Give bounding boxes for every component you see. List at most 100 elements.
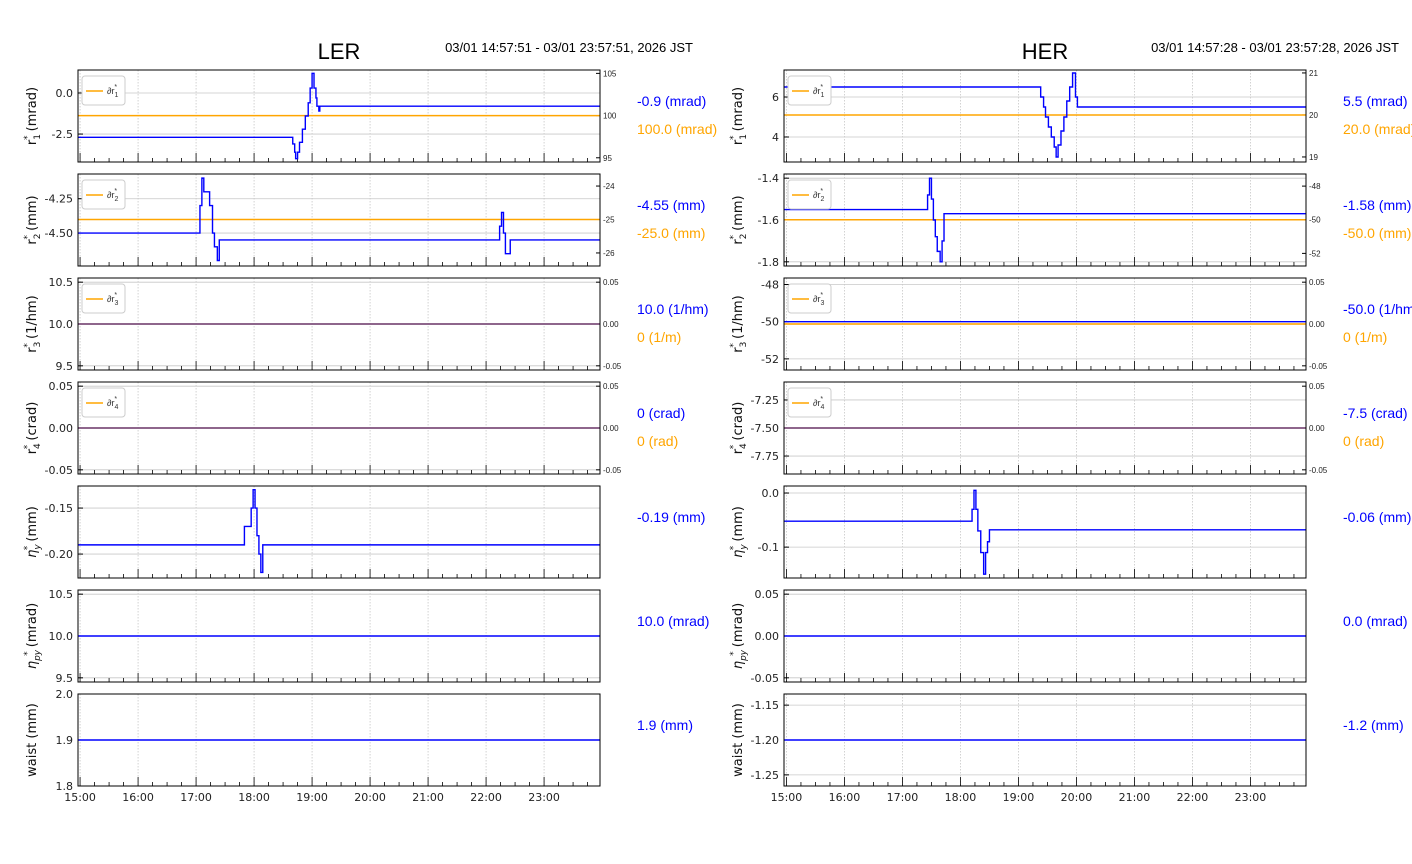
y-axis-label: r2* (mm) bbox=[23, 195, 43, 244]
plot-frame bbox=[783, 277, 1307, 371]
legend-label: ∂r1* bbox=[813, 84, 824, 99]
y-tick-label: -4.25 bbox=[45, 193, 73, 206]
legend: ∂r4* bbox=[81, 387, 126, 418]
series-line bbox=[78, 488, 600, 574]
plot-frame bbox=[783, 381, 1307, 475]
legend: ∂r1* bbox=[787, 75, 832, 106]
legend-label: ∂r3* bbox=[813, 292, 824, 307]
y-tick-label: 0.05 bbox=[755, 588, 780, 601]
y2-tick-label: -25 bbox=[603, 215, 615, 224]
y-axis-label: r4* (crad) bbox=[729, 402, 749, 455]
x-tick-label: 19:00 bbox=[296, 791, 328, 804]
y-tick-label: 6 bbox=[772, 91, 779, 104]
y-tick-label: -1.8 bbox=[758, 256, 779, 269]
y-axis-label: r3* (1/hm) bbox=[729, 295, 749, 352]
legend-label: ∂r4* bbox=[107, 396, 118, 411]
current-value: 5.5 (mrad) bbox=[1343, 93, 1408, 109]
x-tick-label: 15:00 bbox=[771, 791, 803, 804]
y-tick-label: 10.5 bbox=[49, 588, 74, 601]
y2-tick-label: -0.05 bbox=[603, 362, 622, 371]
y2-tick-label: 0.05 bbox=[1309, 278, 1325, 287]
plot-frame bbox=[783, 589, 1307, 683]
x-tick-label: 20:00 bbox=[354, 791, 386, 804]
current-value: -50.0 (1/hm) bbox=[1343, 301, 1412, 317]
x-tick-label: 23:00 bbox=[528, 791, 560, 804]
x-tick-label: 19:00 bbox=[1003, 791, 1035, 804]
current-value: -4.55 (mm) bbox=[637, 197, 705, 213]
y-tick-label: -1.25 bbox=[751, 769, 779, 782]
panel: 0.0 -2.5 105 100 95 ∂r1* r1* (mrad) -0.9 (mrad)… bbox=[23, 69, 717, 162]
legend-box bbox=[81, 387, 126, 418]
plot-frame bbox=[77, 277, 601, 371]
plot-frame bbox=[77, 485, 601, 579]
y2-tick-label: 0.00 bbox=[603, 320, 619, 329]
legend: ∂r3* bbox=[81, 283, 126, 314]
x-tick-label: 18:00 bbox=[945, 791, 977, 804]
y-tick-label: -2.5 bbox=[52, 128, 73, 141]
current-value: 10.0 (1/hm) bbox=[637, 301, 709, 317]
y-axis-label: ηy* (mm) bbox=[23, 506, 43, 558]
current-value: 10.0 (mrad) bbox=[637, 613, 709, 629]
y-tick-label: -7.50 bbox=[751, 422, 779, 435]
reference-value: 0 (1/m) bbox=[637, 329, 681, 345]
plot-frame bbox=[783, 173, 1307, 267]
reference-value: 0 (rad) bbox=[1343, 433, 1384, 449]
y2-tick-label: 0.05 bbox=[1309, 382, 1325, 391]
y2-tick-label: -26 bbox=[603, 249, 615, 258]
reference-value: 100.0 (mrad) bbox=[637, 121, 717, 137]
current-value: -1.2 (mm) bbox=[1343, 717, 1404, 733]
panel: -1.15 -1.20 -1.25 waist (mm) -1.2 (mm) 15:00 1… bbox=[731, 693, 1404, 804]
y2-tick-label: 0.00 bbox=[603, 424, 619, 433]
legend-box bbox=[81, 75, 126, 106]
current-value: -0.9 (mrad) bbox=[637, 93, 706, 109]
panel: 6 4 21 20 19 ∂r1* r1* (mrad) 5.5 (mrad) 20.0 (mr… bbox=[729, 69, 1412, 163]
plot-frame bbox=[77, 589, 601, 683]
x-tick-label: 17:00 bbox=[180, 791, 212, 804]
y2-tick-label: 0.05 bbox=[603, 278, 619, 287]
y-axis-label: r4* (crad) bbox=[23, 402, 43, 455]
y-tick-label: 4 bbox=[772, 131, 779, 144]
x-tick-label: 18:00 bbox=[238, 791, 270, 804]
y-tick-label: 0.0 bbox=[762, 487, 780, 500]
y-axis-label: r1* (mrad) bbox=[729, 87, 749, 145]
y2-tick-label: 95 bbox=[603, 154, 612, 163]
y-tick-label: 0.00 bbox=[755, 630, 780, 643]
y-tick-label: 0.00 bbox=[49, 422, 74, 435]
legend-box bbox=[81, 283, 126, 314]
series-line bbox=[78, 177, 600, 262]
y-tick-label: 0.05 bbox=[49, 380, 74, 393]
plot-frame bbox=[783, 485, 1307, 579]
y-axis-label: ηy* (mm) bbox=[729, 506, 749, 558]
legend-box bbox=[787, 283, 832, 314]
current-value: -0.06 (mm) bbox=[1343, 509, 1411, 525]
current-value: -7.5 (crad) bbox=[1343, 405, 1408, 421]
y2-tick-label: -24 bbox=[603, 182, 615, 191]
chart-ler: LER 03/01 14:57:51 - 03/01 23:57:51, 2026… bbox=[23, 39, 717, 804]
y-axis-label: waist (mm) bbox=[25, 703, 40, 777]
y-tick-label: -50 bbox=[761, 316, 779, 329]
panel: -1.4 -1.6 -1.8 -48 -50 -52 ∂r2* r2* (mm) -1.58 (… bbox=[729, 172, 1411, 269]
reference-value: -50.0 (mm) bbox=[1343, 225, 1411, 241]
y2-tick-label: 20 bbox=[1309, 111, 1318, 120]
x-tick-label: 15:00 bbox=[64, 791, 96, 804]
series-line bbox=[78, 72, 600, 160]
y-axis-label: r3* (1/hm) bbox=[23, 295, 43, 352]
reference-value: 0 (rad) bbox=[637, 433, 678, 449]
legend-label: ∂r2* bbox=[107, 188, 118, 203]
y-tick-label: 9.5 bbox=[56, 360, 74, 373]
current-value: 1.9 (mm) bbox=[637, 717, 693, 733]
current-value: -0.19 (mm) bbox=[637, 509, 705, 525]
y2-tick-label: 0.00 bbox=[1309, 424, 1325, 433]
x-tick-label: 20:00 bbox=[1061, 791, 1093, 804]
y2-tick-label: -52 bbox=[1309, 249, 1321, 258]
y-tick-label: -1.6 bbox=[758, 214, 779, 227]
reference-value: -25.0 (mm) bbox=[637, 225, 705, 241]
panel: 2.0 1.9 1.8 waist (mm) 1.9 (mm) 15:00 16:00 17:… bbox=[25, 688, 693, 804]
panel: -4.25 -4.50 -24 -25 -26 ∂r2* r2* (mm) -4.55 (mm… bbox=[23, 173, 705, 267]
current-value: 0 (crad) bbox=[637, 405, 685, 421]
chart-her: HER 03/01 14:57:28 - 03/01 23:57:28, 2026… bbox=[729, 39, 1412, 804]
y-tick-label: -1.15 bbox=[751, 699, 779, 712]
panel: -7.25 -7.50 -7.75 0.05 0.00 -0.05 ∂r4* r4* (cra… bbox=[729, 381, 1408, 475]
